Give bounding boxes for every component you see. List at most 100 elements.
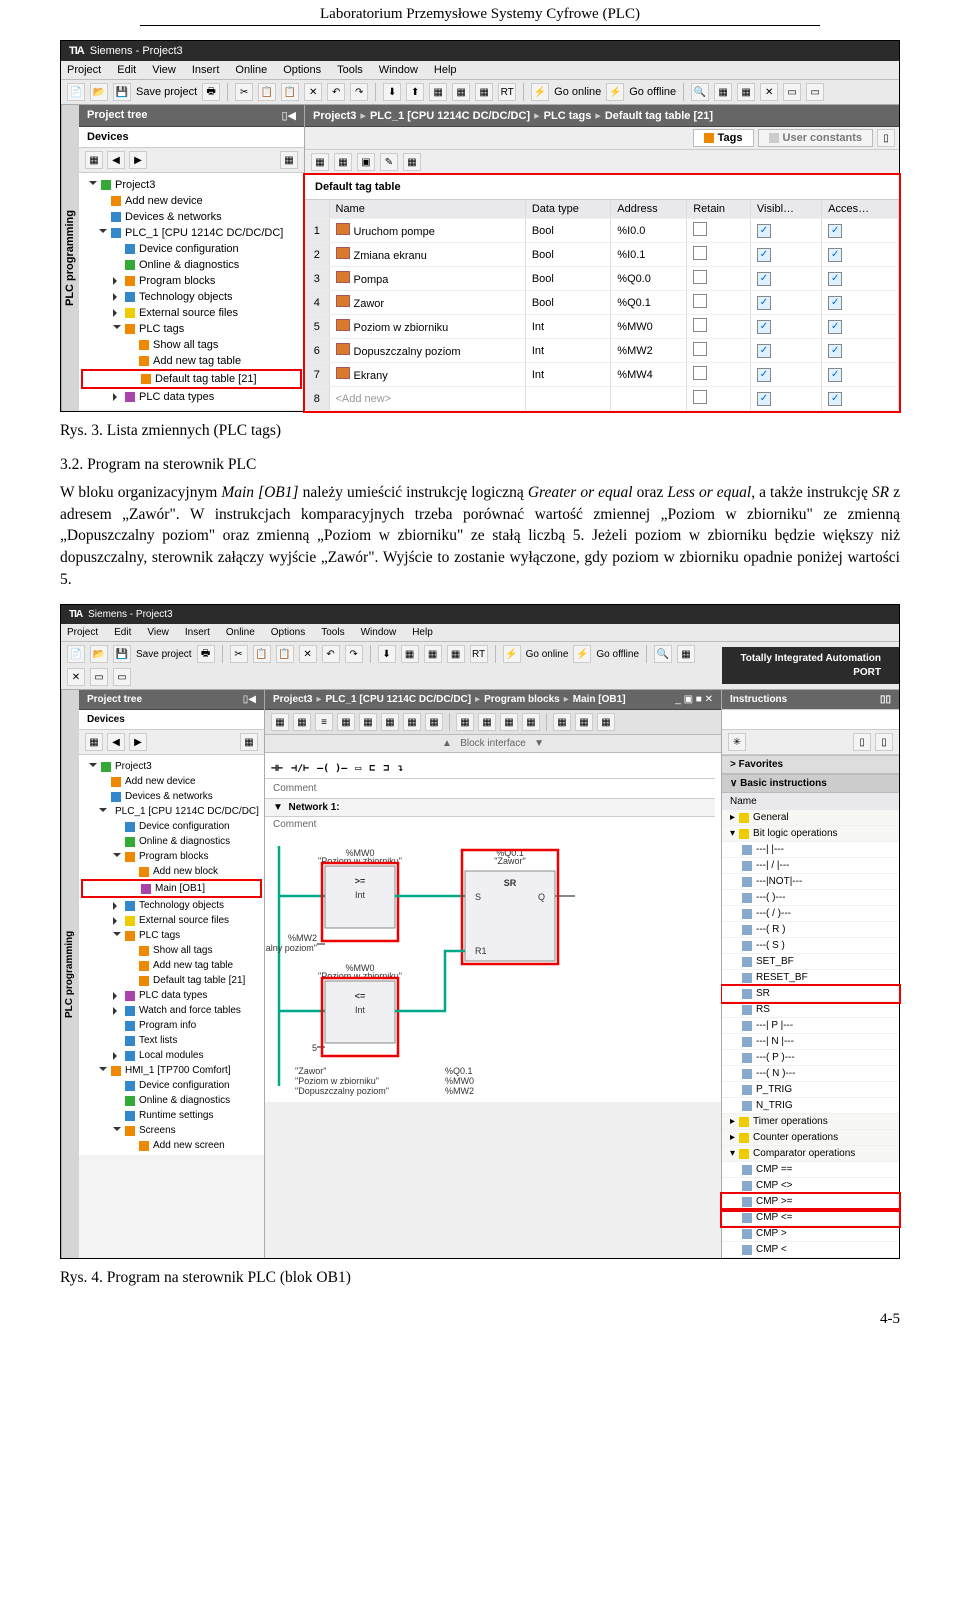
collapse-arrow-icon[interactable]: [113, 853, 121, 861]
checkbox[interactable]: ✓: [757, 392, 771, 406]
table-row[interactable]: 4ZaworBool%Q0.1✓✓: [305, 291, 899, 315]
copy-icon[interactable]: 📋: [258, 83, 276, 101]
open-icon[interactable]: 📂: [90, 645, 108, 663]
toolbar-icon[interactable]: ▦: [475, 83, 493, 101]
checkbox[interactable]: ✓: [828, 368, 842, 382]
instr-item[interactable]: ---| P |---: [722, 1018, 899, 1034]
tree-item[interactable]: Add new tag table: [81, 958, 262, 973]
menu-window[interactable]: Window: [379, 64, 418, 76]
menu-help[interactable]: Help: [412, 627, 433, 638]
cell-address[interactable]: %MW0: [611, 315, 687, 339]
tree-item[interactable]: Technology objects: [81, 289, 302, 305]
instr-item[interactable]: SR: [722, 986, 899, 1002]
upload-icon[interactable]: ⬆: [406, 83, 424, 101]
toolbar-icon[interactable]: RT: [498, 83, 516, 101]
add-new-label[interactable]: <Add new>: [329, 387, 525, 411]
tree-item[interactable]: Devices & networks: [81, 789, 262, 804]
menu-options[interactable]: Options: [283, 64, 321, 76]
checkbox[interactable]: ✓: [828, 248, 842, 262]
cell-name[interactable]: Poziom w zbiorniku: [329, 315, 525, 339]
go-online-label[interactable]: Go online: [554, 86, 601, 98]
cell-name[interactable]: Ekrany: [329, 363, 525, 387]
instr-folder[interactable]: ▾Comparator operations: [722, 1146, 899, 1162]
collapse-arrow-icon[interactable]: [89, 763, 97, 771]
new-icon[interactable]: 📄: [67, 645, 85, 663]
cell-address[interactable]: %MW2: [611, 339, 687, 363]
expand-arrow-icon[interactable]: ▸: [730, 1116, 735, 1127]
cell-address[interactable]: %Q0.1: [611, 291, 687, 315]
tree-item[interactable]: Add new block: [81, 864, 262, 879]
paste-icon[interactable]: 📋: [276, 645, 294, 663]
toolbar-icon[interactable]: ▦: [403, 713, 421, 731]
cell-name[interactable]: Dopuszczalny poziom: [329, 339, 525, 363]
copy-icon[interactable]: 📋: [253, 645, 271, 663]
tree-item[interactable]: PLC_1 [CPU 1214C DC/DC/DC]: [81, 804, 262, 819]
cell-datatype[interactable]: Bool: [525, 243, 610, 267]
instr-item[interactable]: ---( S ): [722, 938, 899, 954]
toolbar-icon[interactable]: ▦: [359, 713, 377, 731]
collapse-icon[interactable]: ▯◀: [243, 694, 256, 705]
toolbar-icon[interactable]: ▦: [737, 83, 755, 101]
expand-arrow-icon[interactable]: ▸: [730, 812, 735, 823]
tab-tags[interactable]: Tags: [693, 129, 754, 147]
collapse-arrow-icon[interactable]: ▾: [730, 1148, 735, 1159]
menu-edit[interactable]: Edit: [114, 627, 131, 638]
print-icon[interactable]: 🖶: [202, 83, 220, 101]
go-online-icon[interactable]: ⚡: [503, 645, 521, 663]
redo-icon[interactable]: ↷: [345, 645, 363, 663]
main-toolbar[interactable]: 📄 📂 💾 Save project 🖶 ✂ 📋 📋 ✕ ↶ ↷ ⬇ ▦ ▦ ▦…: [61, 642, 722, 689]
instr-item[interactable]: ---( )---: [722, 890, 899, 906]
toolbar-icon[interactable]: ✳: [728, 733, 746, 751]
collapse-arrow-icon[interactable]: [113, 325, 121, 333]
tree-toolbar[interactable]: ▦ ◀ ▶ ▦: [79, 148, 304, 173]
column-header[interactable]: Data type: [525, 200, 610, 219]
delete-icon[interactable]: ✕: [304, 83, 322, 101]
instr-item[interactable]: N_TRIG: [722, 1098, 899, 1114]
cell-datatype[interactable]: Int: [525, 315, 610, 339]
collapse-arrow-icon[interactable]: [99, 808, 107, 816]
menu-online[interactable]: Online: [235, 64, 267, 76]
instr-item[interactable]: RESET_BF: [722, 970, 899, 986]
go-online-label[interactable]: Go online: [526, 649, 569, 660]
instr-folder[interactable]: ▸Counter operations: [722, 1130, 899, 1146]
tree-back-icon[interactable]: ◀: [107, 733, 125, 751]
main-toolbar[interactable]: 📄 📂 💾 Save project 🖶 ✂ 📋 📋 ✕ ↶ ↷ ⬇ ⬆ ▦ ▦…: [61, 80, 899, 105]
table-row[interactable]: 2Zmiana ekranuBool%I0.1✓✓: [305, 243, 899, 267]
cell-name[interactable]: Zmiana ekranu: [329, 243, 525, 267]
toolbar-icon[interactable]: ▦: [456, 713, 474, 731]
checkbox[interactable]: ✓: [828, 392, 842, 406]
menu-view[interactable]: View: [152, 64, 176, 76]
download-icon[interactable]: ⬇: [383, 83, 401, 101]
toolbar-icon[interactable]: ▦: [424, 645, 442, 663]
cell-datatype[interactable]: Bool: [525, 267, 610, 291]
toolbar-icon[interactable]: ▦: [500, 713, 518, 731]
toolbar-icon[interactable]: ▦: [311, 153, 329, 171]
lad-branch-icon[interactable]: ↴: [397, 763, 403, 774]
menu-options[interactable]: Options: [271, 627, 305, 638]
tree-item[interactable]: Show all tags: [81, 943, 262, 958]
toolbar-icon[interactable]: ▦: [337, 713, 355, 731]
collapse-arrow-icon[interactable]: [99, 229, 107, 237]
instr-toolbar[interactable]: ✳ ▯ ▯: [722, 730, 899, 755]
breadcrumb-segment[interactable]: Main [OB1]: [573, 694, 626, 705]
breadcrumb-segment[interactable]: Program blocks: [484, 694, 560, 705]
checkbox[interactable]: [693, 390, 707, 404]
tree-item[interactable]: Program blocks: [81, 273, 302, 289]
checkbox[interactable]: [693, 342, 707, 356]
favorites-section[interactable]: > Favorites: [722, 755, 899, 774]
lad-box-icon[interactable]: ▭: [355, 763, 361, 774]
tree-item[interactable]: Device configuration: [81, 1078, 262, 1093]
instr-folder[interactable]: ▸General: [722, 810, 899, 826]
tree-item[interactable]: PLC data types: [81, 988, 262, 1003]
tree-item[interactable]: External source files: [81, 305, 302, 321]
collapse-arrow-icon[interactable]: [99, 1067, 107, 1075]
network-header[interactable]: ▼ Network 1:: [265, 798, 715, 817]
cell-datatype[interactable]: Int: [525, 363, 610, 387]
menu-tools[interactable]: Tools: [321, 627, 344, 638]
instr-item[interactable]: P_TRIG: [722, 1082, 899, 1098]
tab-user-constants[interactable]: User constants: [758, 129, 873, 147]
instr-item[interactable]: ---| |---: [722, 842, 899, 858]
menu-bar[interactable]: ProjectEditViewInsertOnlineOptionsToolsW…: [61, 624, 899, 642]
lad-ncontact-icon[interactable]: ⊣/⊢: [291, 763, 309, 774]
breadcrumb-segment[interactable]: Default tag table [21]: [605, 110, 713, 122]
